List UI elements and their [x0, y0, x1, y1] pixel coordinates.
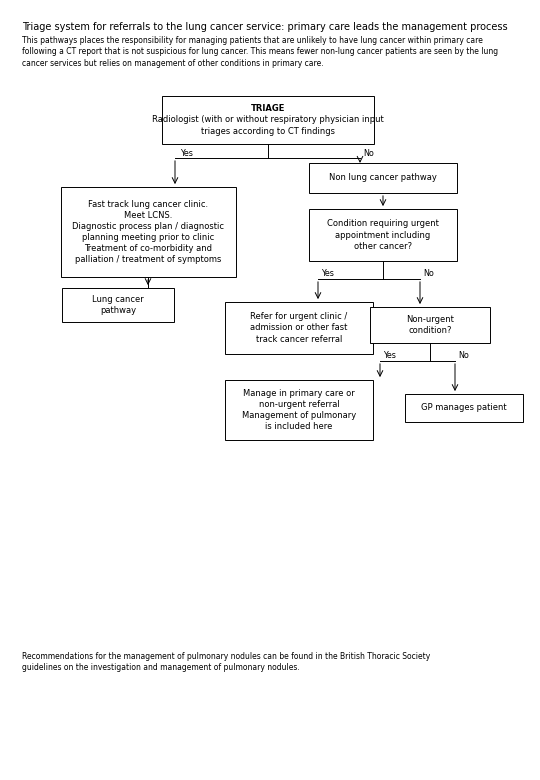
Text: Yes: Yes [383, 352, 396, 360]
Bar [405, 394, 523, 422]
Bar [225, 302, 373, 354]
Text: No: No [423, 270, 434, 278]
Text: Non lung cancer pathway: Non lung cancer pathway [329, 173, 437, 183]
Text: TRIAGE: TRIAGE [251, 104, 285, 113]
Bar [309, 209, 457, 261]
Bar [370, 307, 490, 343]
Text: Fast track lung cancer clinic.
Meet LCNS.
Diagnostic process plan / diagnostic
p: Fast track lung cancer clinic. Meet LCNS… [72, 200, 224, 264]
Bar [60, 187, 235, 277]
Text: No: No [363, 148, 374, 158]
Text: Condition requiring urgent
appointment including
other cancer?: Condition requiring urgent appointment i… [327, 219, 439, 250]
Text: Lung cancer
pathway: Lung cancer pathway [92, 295, 144, 315]
Text: Radiologist (with or without respiratory physician input: Radiologist (with or without respiratory… [152, 115, 384, 125]
Text: Non-urgent
condition?: Non-urgent condition? [406, 315, 454, 335]
Text: Manage in primary care or
non-urgent referral
Management of pulmonary
is include: Manage in primary care or non-urgent ref… [242, 389, 356, 431]
Text: Yes: Yes [180, 148, 193, 158]
Text: GP manages patient: GP manages patient [421, 403, 507, 413]
Bar [162, 96, 374, 144]
Bar [62, 288, 174, 322]
Text: Recommendations for the management of pulmonary nodules can be found in the Brit: Recommendations for the management of pu… [22, 652, 430, 672]
Text: triages according to CT findings: triages according to CT findings [201, 127, 335, 136]
Text: This pathways places the responsibility for managing patients that are unlikely : This pathways places the responsibility … [22, 36, 498, 68]
Bar [309, 163, 457, 193]
Bar [225, 380, 373, 440]
Text: Triage system for referrals to the lung cancer service: primary care leads the m: Triage system for referrals to the lung … [22, 22, 508, 32]
Text: No: No [458, 352, 469, 360]
Text: Refer for urgent clinic /
admission or other fast
track cancer referral: Refer for urgent clinic / admission or o… [251, 313, 348, 344]
Text: Yes: Yes [321, 270, 334, 278]
